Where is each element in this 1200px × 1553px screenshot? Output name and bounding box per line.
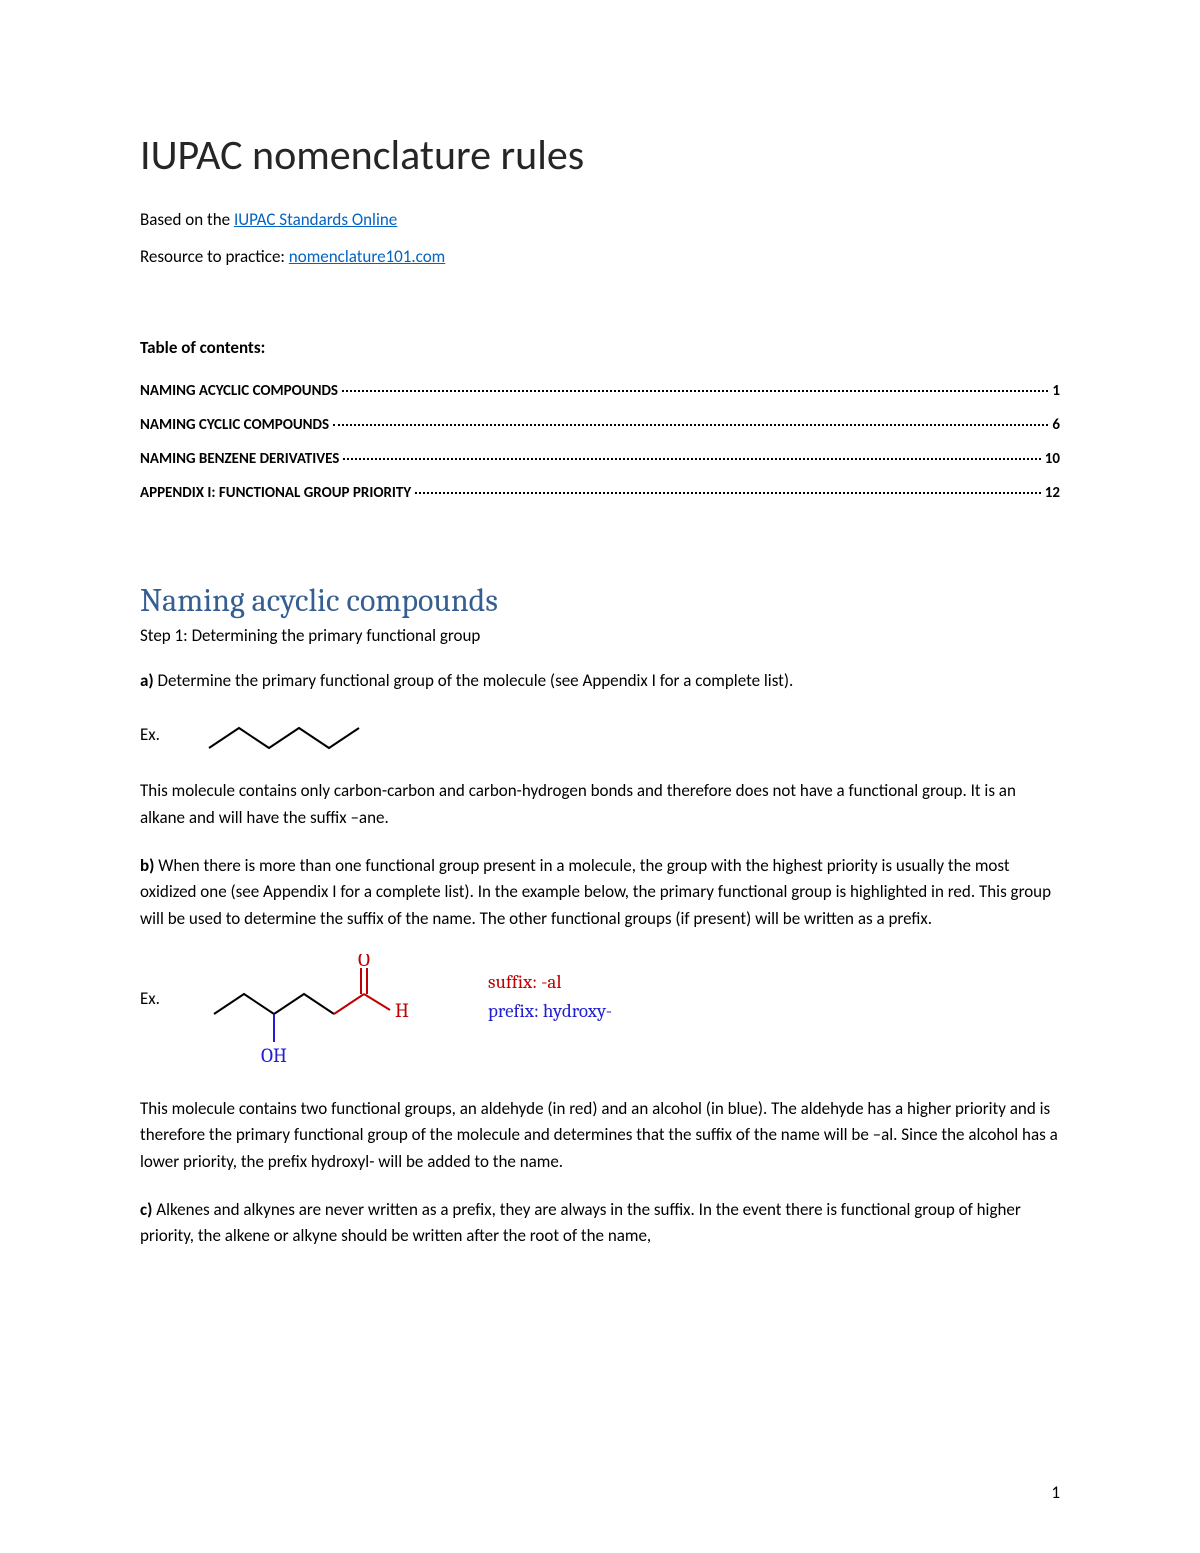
toc-item-label: NAMING CYCLIC COMPOUNDS [140, 416, 329, 434]
toc-item-label: NAMING BENZENE DERIVATIVES [140, 450, 339, 468]
intro-based-prefix: Based on the [140, 209, 234, 230]
para-a-lead: a) [140, 670, 154, 691]
para-c-text: Alkenes and alkynes are never written as… [140, 1199, 1021, 1246]
toc-row[interactable]: NAMING ACYCLIC COMPOUNDS 1 [140, 382, 1060, 400]
section-heading-acyclic: Naming acyclic compounds [140, 582, 1060, 619]
step1-heading: Step 1: Determining the primary function… [140, 625, 1060, 646]
para-a-after: This molecule contains only carbon-carbo… [140, 778, 1060, 831]
intro-based-on: Based on the IUPAC Standards Online [140, 209, 1060, 230]
toc-leader [415, 492, 1041, 494]
toc-leader [333, 424, 1048, 426]
toc-item-page: 1 [1052, 382, 1060, 400]
toc-item-page: 6 [1052, 416, 1060, 434]
example-b-annotations: suffix: -al prefix: hydroxy- [488, 954, 612, 1025]
iupac-standards-link[interactable]: IUPAC Standards Online [234, 209, 397, 230]
para-b-lead: b) [140, 855, 154, 876]
page-title: IUPAC nomenclature rules [140, 130, 1060, 181]
toc-item-page: 12 [1045, 484, 1060, 502]
toc-item-label: NAMING ACYCLIC COMPOUNDS [140, 382, 338, 400]
example-b-row: Ex. O H OH suffix: -al prefix: hydroxy- [140, 954, 1060, 1074]
nomenclature101-link[interactable]: nomenclature101.com [289, 246, 445, 267]
example-a-row: Ex. [140, 716, 1060, 756]
para-a-text: Determine the primary functional group o… [154, 670, 794, 691]
aldehyde-H-label: H [395, 999, 409, 1022]
toc-heading: Table of contents: [140, 337, 1060, 358]
page-number: 1 [1051, 1482, 1060, 1503]
toc-item-page: 10 [1045, 450, 1060, 468]
suffix-annotation: suffix: -al [488, 968, 612, 997]
molecule-b-hydroxyaldehyde: O H OH [204, 954, 464, 1074]
toc-item-label: APPENDIX I: FUNCTIONAL GROUP PRIORITY [140, 484, 411, 502]
example-label: Ex. [140, 716, 180, 745]
toc-leader [342, 390, 1048, 392]
para-c-lead: c) [140, 1199, 152, 1220]
aldehyde-O-label: O [358, 954, 370, 971]
molecule-a-zigzag [204, 716, 364, 756]
para-b-after: This molecule contains two functional gr… [140, 1096, 1060, 1175]
toc-block: Table of contents: NAMING ACYCLIC COMPOU… [140, 337, 1060, 502]
example-label: Ex. [140, 954, 180, 1009]
toc-row[interactable]: APPENDIX I: FUNCTIONAL GROUP PRIORITY 12 [140, 484, 1060, 502]
toc-leader [343, 458, 1040, 460]
intro-res-prefix: Resource to practice: [140, 246, 289, 267]
toc-row[interactable]: NAMING BENZENE DERIVATIVES 10 [140, 450, 1060, 468]
para-b: b) When there is more than one functiona… [140, 853, 1060, 932]
para-c: c) Alkenes and alkynes are never written… [140, 1197, 1060, 1250]
prefix-annotation: prefix: hydroxy- [488, 997, 612, 1026]
hydroxy-OH-label: OH [261, 1044, 287, 1067]
para-a: a) Determine the primary functional grou… [140, 668, 1060, 694]
intro-resource: Resource to practice: nomenclature101.co… [140, 246, 1060, 267]
para-b-text: When there is more than one functional g… [140, 855, 1051, 929]
toc-row[interactable]: NAMING CYCLIC COMPOUNDS 6 [140, 416, 1060, 434]
page-container: IUPAC nomenclature rules Based on the IU… [0, 0, 1200, 1553]
